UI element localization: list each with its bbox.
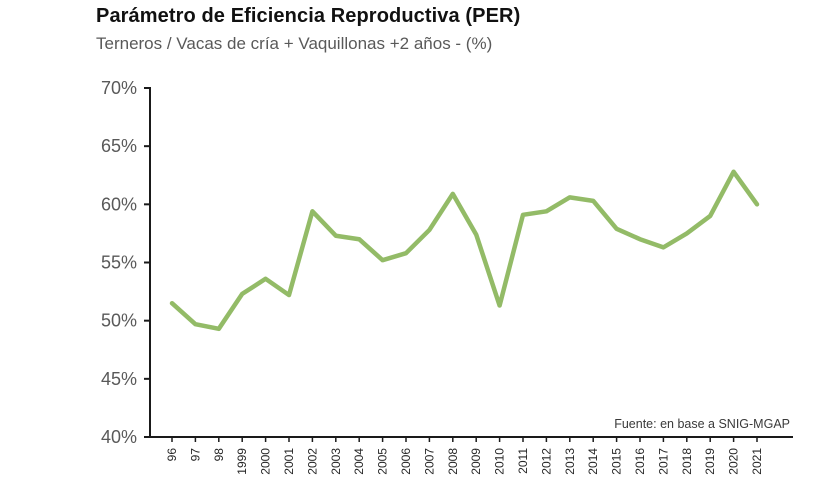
x-tick-label: 2015 [610, 448, 624, 475]
x-tick-label: 2012 [539, 448, 553, 475]
x-tick-label: 2008 [446, 448, 460, 475]
x-tick-label: 2021 [750, 448, 764, 475]
x-tick-label: 2017 [656, 448, 670, 475]
chart-subtitle: Terneros / Vacas de cría + Vaquillonas +… [96, 34, 493, 53]
x-tick-label: 2009 [469, 448, 483, 475]
y-tick-label: 45% [101, 369, 137, 389]
chart-title: Parámetro de Eficiencia Reproductiva (PE… [96, 5, 521, 27]
y-tick-label: 40% [101, 427, 137, 447]
x-tick-label: 2007 [422, 448, 436, 475]
x-tick-label: 2016 [633, 448, 647, 475]
x-tick-label: 2019 [703, 448, 717, 475]
y-tick-label: 55% [101, 253, 137, 273]
x-tick-label: 2000 [259, 448, 273, 475]
x-tick-label: 98 [212, 448, 226, 462]
x-tick-label: 97 [188, 448, 202, 462]
x-tick-label: 2010 [493, 448, 507, 475]
x-tick-label: 2020 [727, 448, 741, 475]
x-tick-label: 2011 [516, 448, 530, 474]
x-tick-label: 96 [165, 448, 179, 462]
source-note: Fuente: en base a SNIG-MGAP [614, 417, 790, 431]
x-tick-label: 2013 [563, 448, 577, 475]
x-tick-label: 2004 [352, 448, 366, 475]
x-tick-label: 2014 [586, 448, 600, 475]
x-tick-label: 2002 [305, 448, 319, 475]
y-tick-label: 60% [101, 194, 137, 214]
x-tick-label: 2001 [282, 448, 296, 475]
y-tick-label: 50% [101, 311, 137, 331]
x-tick-label: 2018 [680, 448, 694, 475]
x-tick-label: 1999 [235, 448, 249, 475]
x-tick-label: 2005 [376, 448, 390, 475]
x-tick-label: 2003 [329, 448, 343, 475]
per-series-line [169, 169, 760, 332]
x-tick-label: 2006 [399, 448, 413, 475]
y-tick-label: 70% [101, 78, 137, 98]
y-tick-label: 65% [101, 136, 137, 156]
